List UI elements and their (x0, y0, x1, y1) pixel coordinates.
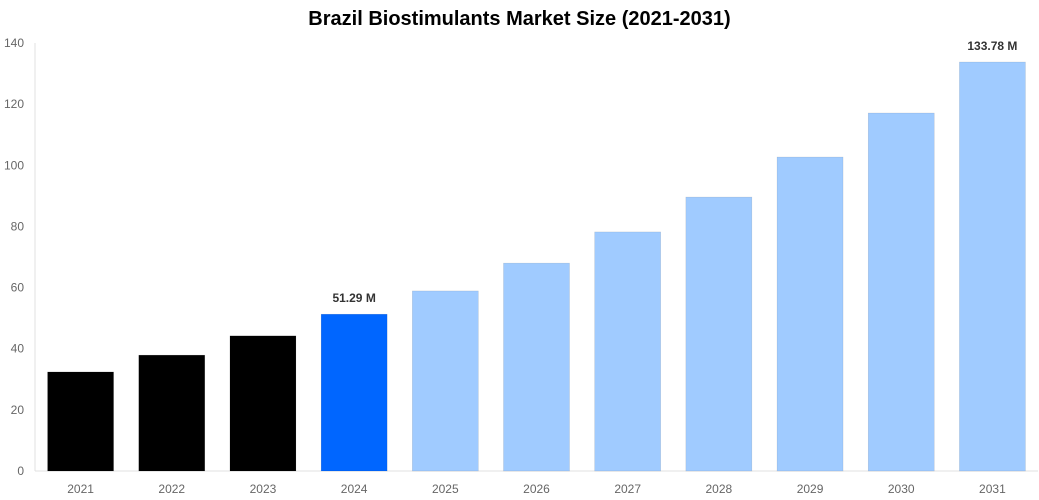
data-label: 51.29 M (332, 291, 375, 305)
y-tick-label: 60 (11, 281, 25, 295)
bar-2026 (503, 262, 570, 472)
y-tick-label: 100 (4, 158, 24, 172)
bar-2027 (594, 231, 661, 472)
y-tick-label: 80 (11, 219, 25, 233)
x-tick-label: 2024 (341, 482, 368, 496)
x-tick-label: 2031 (979, 482, 1006, 496)
x-tick-label: 2027 (614, 482, 641, 496)
y-tick-label: 120 (4, 97, 24, 111)
data-label: 133.78 M (967, 39, 1017, 53)
x-tick-label: 2026 (523, 482, 550, 496)
bar-2022 (138, 354, 206, 472)
x-tick-label: 2022 (158, 482, 185, 496)
bar-2030 (867, 112, 935, 472)
bar-2024 (320, 313, 388, 472)
x-tick-label: 2025 (432, 482, 459, 496)
bar-2031 (959, 61, 1026, 472)
y-tick-label: 40 (11, 342, 25, 356)
bar-2023 (229, 335, 297, 472)
y-tick-label: 0 (17, 464, 24, 478)
y-tick-label: 140 (4, 36, 24, 50)
y-tick-label: 20 (11, 403, 25, 417)
bar-2021 (47, 371, 114, 472)
x-tick-label: 2021 (67, 482, 94, 496)
x-tick-label: 2023 (250, 482, 277, 496)
chart-title: Brazil Biostimulants Market Size (2021-2… (308, 8, 731, 30)
x-tick-label: 2030 (888, 482, 915, 496)
bar-2025 (412, 290, 479, 472)
bar-2029 (776, 156, 844, 472)
x-tick-label: 2029 (797, 482, 824, 496)
x-tick-label: 2028 (706, 482, 733, 496)
bar-2028 (685, 196, 753, 472)
